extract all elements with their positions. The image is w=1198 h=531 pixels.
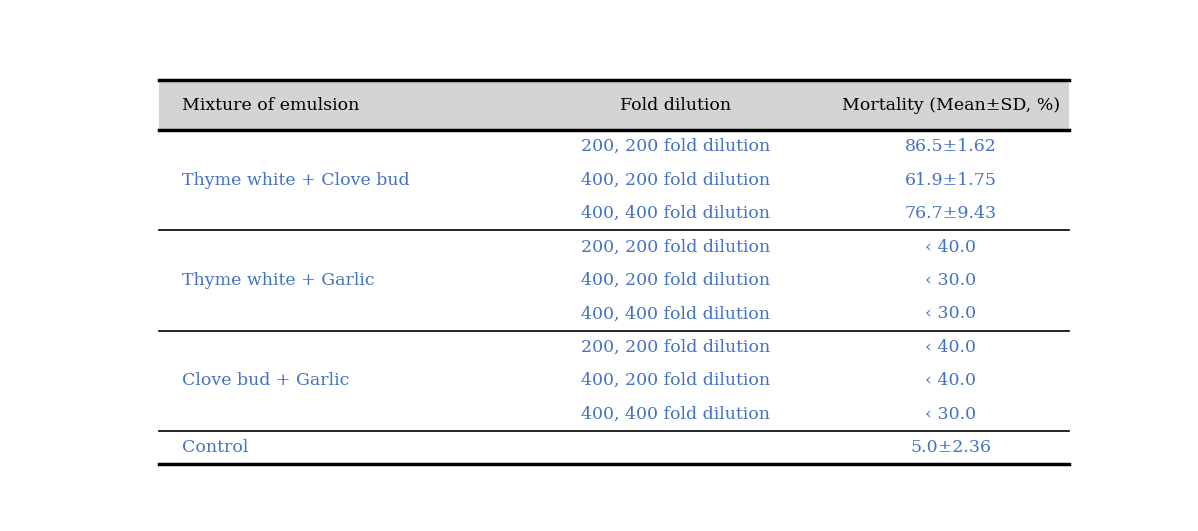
Text: 400, 200 fold dilution: 400, 200 fold dilution xyxy=(581,372,770,389)
Text: 400, 200 fold dilution: 400, 200 fold dilution xyxy=(581,272,770,289)
Text: 400, 200 fold dilution: 400, 200 fold dilution xyxy=(581,172,770,189)
Text: 61.9±1.75: 61.9±1.75 xyxy=(904,172,997,189)
Text: ‹ 30.0: ‹ 30.0 xyxy=(925,272,976,289)
Text: ‹ 40.0: ‹ 40.0 xyxy=(925,339,976,356)
Text: Mixture of emulsion: Mixture of emulsion xyxy=(182,97,359,114)
Text: 76.7±9.43: 76.7±9.43 xyxy=(904,205,997,222)
Text: ‹ 30.0: ‹ 30.0 xyxy=(925,305,976,322)
Text: ‹ 40.0: ‹ 40.0 xyxy=(925,372,976,389)
Text: ‹ 30.0: ‹ 30.0 xyxy=(925,406,976,423)
Text: Fold dilution: Fold dilution xyxy=(619,97,731,114)
Text: Thyme white + Garlic: Thyme white + Garlic xyxy=(182,272,375,289)
Text: 400, 400 fold dilution: 400, 400 fold dilution xyxy=(581,205,770,222)
Text: 5.0±2.36: 5.0±2.36 xyxy=(910,439,991,456)
Text: Control: Control xyxy=(182,439,248,456)
Text: Thyme white + Clove bud: Thyme white + Clove bud xyxy=(182,172,410,189)
Text: 200, 200 fold dilution: 200, 200 fold dilution xyxy=(581,138,770,155)
Text: ‹ 40.0: ‹ 40.0 xyxy=(925,238,976,255)
Text: Mortality (Mean±SD, %): Mortality (Mean±SD, %) xyxy=(841,97,1060,114)
Bar xyxy=(159,80,1069,130)
Text: 86.5±1.62: 86.5±1.62 xyxy=(904,138,997,155)
Text: 200, 200 fold dilution: 200, 200 fold dilution xyxy=(581,339,770,356)
Text: Clove bud + Garlic: Clove bud + Garlic xyxy=(182,372,349,389)
Text: 400, 400 fold dilution: 400, 400 fold dilution xyxy=(581,406,770,423)
Text: 200, 200 fold dilution: 200, 200 fold dilution xyxy=(581,238,770,255)
Text: 400, 400 fold dilution: 400, 400 fold dilution xyxy=(581,305,770,322)
